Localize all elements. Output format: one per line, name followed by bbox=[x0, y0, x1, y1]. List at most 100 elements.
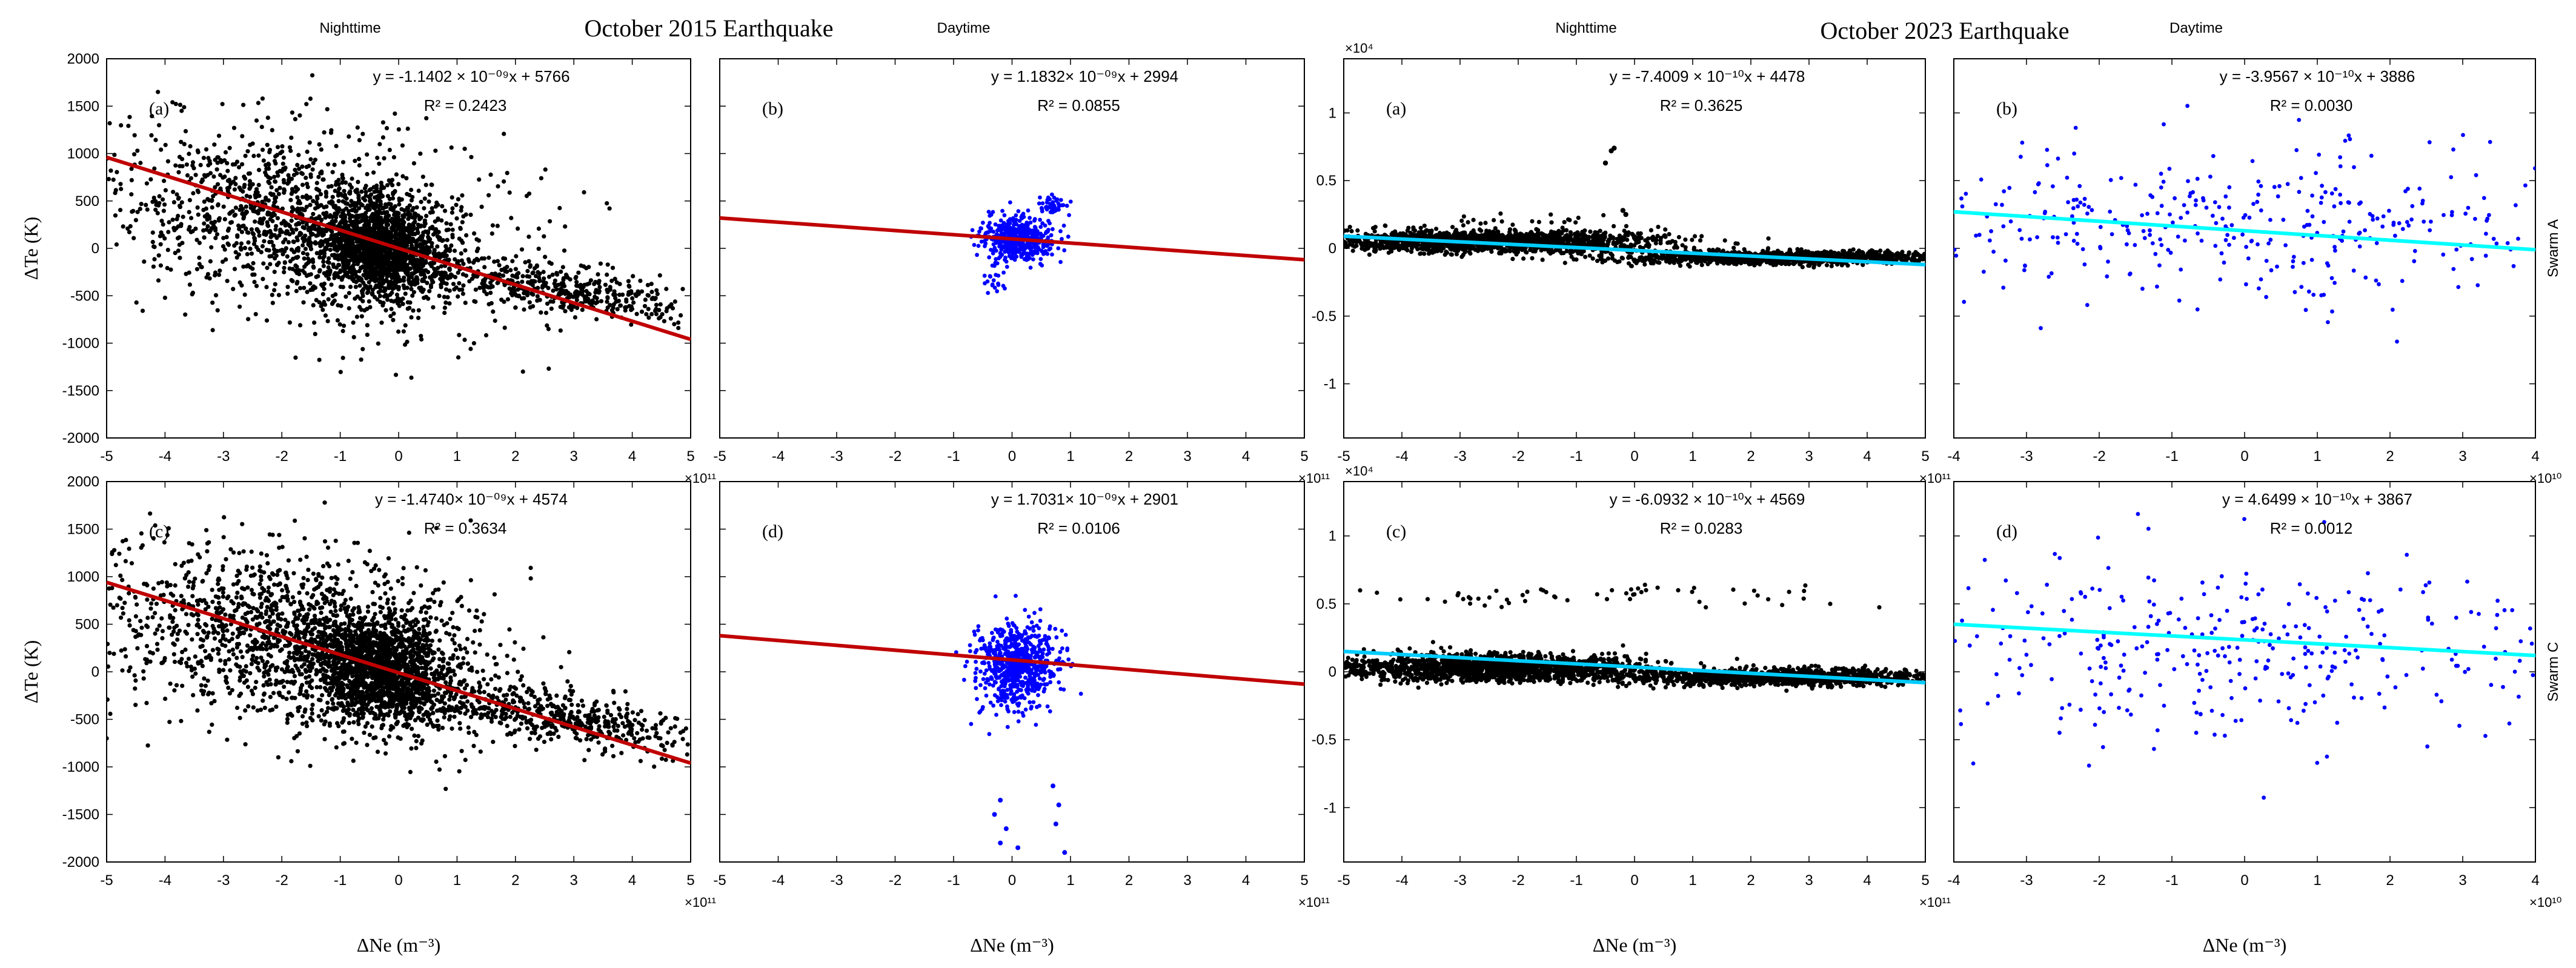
data-point bbox=[1422, 224, 1427, 228]
data-point bbox=[354, 219, 360, 224]
data-point bbox=[156, 203, 161, 208]
panel-title: Daytime bbox=[937, 20, 990, 36]
data-point bbox=[240, 134, 245, 139]
data-point bbox=[287, 176, 292, 181]
data-point bbox=[488, 280, 493, 285]
data-point bbox=[426, 236, 431, 241]
data-point bbox=[132, 133, 137, 138]
data-point bbox=[194, 237, 199, 242]
data-point bbox=[383, 215, 388, 220]
data-point bbox=[393, 373, 399, 377]
data-point bbox=[447, 247, 452, 251]
data-point bbox=[354, 190, 359, 194]
data-point bbox=[165, 248, 170, 253]
data-point bbox=[1615, 236, 1620, 242]
data-point bbox=[248, 247, 253, 251]
data-point bbox=[130, 209, 134, 214]
data-point bbox=[178, 164, 182, 168]
data-point bbox=[218, 173, 223, 177]
data-point bbox=[308, 96, 313, 101]
data-point bbox=[396, 329, 401, 334]
data-point bbox=[394, 269, 399, 274]
data-point bbox=[310, 257, 315, 262]
data-point bbox=[1731, 245, 1736, 250]
data-point bbox=[210, 205, 214, 210]
data-point bbox=[187, 151, 191, 156]
data-point bbox=[213, 293, 219, 297]
data-point bbox=[649, 282, 654, 287]
data-point bbox=[220, 102, 225, 107]
data-point bbox=[319, 169, 324, 174]
data-point bbox=[1027, 256, 1032, 260]
data-point bbox=[485, 284, 490, 289]
data-point bbox=[140, 308, 145, 313]
x-tick-label: 0 bbox=[1630, 448, 1638, 465]
data-point bbox=[1002, 213, 1007, 217]
data-point bbox=[516, 294, 521, 299]
data-point bbox=[363, 268, 368, 273]
data-point bbox=[377, 142, 382, 147]
data-point bbox=[636, 289, 640, 294]
data-point bbox=[1049, 233, 1054, 237]
data-point bbox=[201, 156, 206, 161]
data-point bbox=[294, 187, 299, 192]
data-point bbox=[488, 290, 493, 295]
data-point bbox=[270, 128, 274, 133]
data-point bbox=[373, 257, 377, 262]
data-point bbox=[388, 314, 393, 319]
data-point bbox=[301, 300, 306, 305]
data-point bbox=[414, 275, 419, 280]
data-point bbox=[214, 167, 219, 172]
data-point bbox=[252, 272, 257, 277]
data-point bbox=[299, 171, 304, 176]
data-point bbox=[624, 297, 629, 302]
data-point bbox=[374, 194, 379, 199]
data-point bbox=[271, 244, 276, 248]
data-point bbox=[1034, 245, 1039, 250]
data-point bbox=[575, 294, 580, 299]
data-point bbox=[317, 269, 322, 274]
data-point bbox=[439, 218, 444, 223]
data-point bbox=[315, 196, 320, 201]
data-point bbox=[490, 231, 494, 236]
data-point bbox=[391, 207, 396, 211]
data-point bbox=[514, 254, 519, 259]
data-point bbox=[1415, 247, 1420, 251]
data-point bbox=[313, 331, 317, 337]
data-point bbox=[462, 147, 467, 151]
data-point bbox=[412, 220, 417, 225]
data-point bbox=[368, 284, 373, 289]
data-point bbox=[144, 202, 148, 207]
data-point bbox=[558, 328, 563, 333]
data-point bbox=[486, 193, 491, 197]
data-point bbox=[333, 188, 337, 193]
data-point bbox=[206, 156, 211, 161]
data-point bbox=[649, 312, 654, 317]
data-point bbox=[268, 262, 273, 267]
data-point bbox=[273, 256, 277, 261]
x-tick-label: 3 bbox=[1805, 448, 1813, 465]
data-point bbox=[1001, 283, 1006, 288]
data-point bbox=[195, 148, 200, 153]
data-point bbox=[422, 196, 427, 201]
data-point bbox=[415, 280, 420, 285]
data-point bbox=[400, 217, 405, 222]
data-point bbox=[211, 194, 216, 199]
data-point bbox=[509, 291, 514, 296]
data-point bbox=[1041, 245, 1046, 250]
data-point bbox=[376, 231, 380, 236]
data-point bbox=[150, 239, 155, 245]
data-point bbox=[472, 274, 477, 279]
data-point bbox=[1024, 220, 1029, 225]
data-point bbox=[534, 263, 539, 268]
data-point bbox=[374, 210, 379, 214]
data-point bbox=[227, 211, 232, 216]
data-point bbox=[542, 234, 546, 239]
data-point bbox=[994, 240, 998, 245]
data-point bbox=[613, 296, 618, 300]
data-point bbox=[171, 225, 176, 230]
data-point bbox=[397, 231, 402, 236]
data-point bbox=[612, 292, 618, 297]
data-point bbox=[474, 257, 479, 262]
data-point bbox=[236, 165, 242, 170]
